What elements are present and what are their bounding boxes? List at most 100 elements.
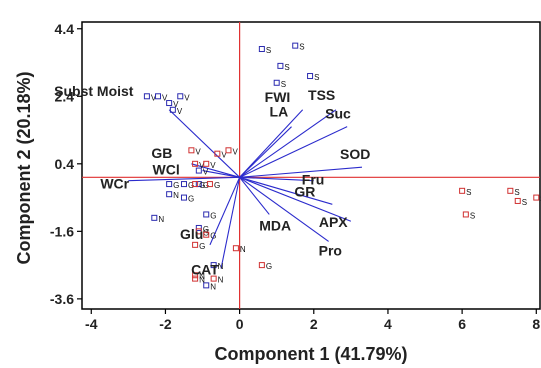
score-point-label: V [177, 107, 183, 116]
y-axis-title: Component 2 (20.18%) [14, 71, 34, 264]
loading-vector [239, 126, 348, 178]
score-point-label: S [466, 188, 471, 197]
score-point [307, 73, 314, 80]
score-point-label: V [221, 151, 227, 160]
vector-label: FWI [265, 89, 291, 105]
loading-vector [191, 163, 240, 178]
loading-vector [239, 176, 270, 215]
zero-lines-group [82, 22, 540, 309]
score-point [166, 100, 173, 107]
score-point-label: V [203, 168, 209, 177]
score-point-label: G [210, 232, 216, 241]
score-point [155, 93, 162, 100]
score-point-label: N [199, 276, 205, 285]
score-point-label: G [210, 211, 216, 220]
score-point-label: V [232, 147, 238, 156]
loading-vector [239, 176, 314, 182]
score-point [292, 42, 299, 49]
score-point-label: S [470, 211, 475, 220]
score-point-label: S [284, 63, 289, 72]
loading-vector [239, 166, 363, 178]
loading-vector [239, 109, 304, 178]
loading-vectors-group [128, 109, 363, 269]
score-point [180, 181, 187, 188]
vector-label: GR [294, 183, 315, 199]
score-point [462, 211, 469, 218]
y-tick-label: 4.4 [55, 21, 75, 37]
score-point [195, 181, 202, 188]
score-point [192, 160, 199, 167]
x-tick-label: 4 [384, 316, 392, 332]
score-point-label: V [195, 147, 201, 156]
loading-vector [239, 176, 333, 205]
vector-label: LA [270, 104, 289, 120]
vector-label: CAT [191, 261, 219, 277]
score-point-label: G [214, 181, 220, 190]
x-axis-title: Component 1 (41.79%) [214, 344, 407, 364]
score-point [203, 211, 210, 218]
score-point [514, 197, 521, 204]
score-point-label: V [210, 161, 216, 170]
score-point [258, 262, 265, 269]
vector-label: APX [319, 214, 348, 230]
score-point [210, 275, 217, 282]
score-point [459, 187, 466, 194]
vector-label: GB [151, 145, 172, 161]
score-point [143, 93, 150, 100]
score-point [169, 106, 176, 113]
score-point-label: V [173, 100, 179, 109]
score-point-label: V [184, 93, 190, 102]
score-point [195, 224, 202, 231]
score-point-label: N [218, 276, 224, 285]
y-tick-label: 2.4 [55, 88, 75, 104]
plot-frame [81, 21, 541, 310]
score-point [258, 46, 265, 53]
x-tick-label: -2 [159, 316, 172, 332]
score-point-label: N [173, 191, 179, 200]
score-point-label: N [158, 215, 164, 224]
score-point [177, 93, 184, 100]
y-tick-label: -1.6 [50, 223, 74, 239]
vector-label: SOD [340, 146, 370, 162]
score-point [192, 181, 199, 188]
loading-vector [209, 177, 241, 246]
score-point [206, 181, 213, 188]
score-point [192, 272, 199, 279]
score-point [203, 282, 210, 289]
loading-vector [239, 126, 292, 178]
score-point-label: S [299, 43, 304, 52]
score-point-label: G [188, 195, 194, 204]
ticks-group: -4 -2 0 2 4 6 8 4.4 2.4 0.4 -1.6 -3.6 [50, 21, 541, 332]
score-point-label: G [266, 262, 272, 271]
loading-vector [239, 176, 329, 242]
score-point-label: V [162, 93, 168, 102]
score-point [188, 147, 195, 154]
score-point [203, 231, 210, 238]
score-point-label: G [203, 225, 209, 234]
score-point [232, 245, 239, 252]
vector-label: WCr [100, 176, 129, 192]
vector-label: MDA [259, 217, 291, 233]
vector-label: WCl [153, 162, 180, 178]
score-point [166, 181, 173, 188]
loading-vector [239, 176, 352, 222]
score-point [180, 194, 187, 201]
score-point-label: S [266, 46, 271, 55]
score-point [273, 79, 280, 86]
score-point [214, 150, 221, 157]
score-point-label: S [281, 80, 286, 89]
vector-label: Subst Moist [54, 83, 134, 99]
score-point [533, 194, 540, 201]
score-point-label: G [173, 181, 179, 190]
score-point [277, 62, 284, 69]
x-tick-label: -4 [85, 316, 98, 332]
score-point-label: G [199, 242, 205, 251]
x-tick-label: 0 [236, 316, 244, 332]
vector-label: Fru [302, 172, 325, 188]
loading-vector [202, 170, 240, 178]
score-point [192, 275, 199, 282]
score-point-label: N [210, 282, 216, 291]
score-point-label: N [218, 262, 224, 271]
